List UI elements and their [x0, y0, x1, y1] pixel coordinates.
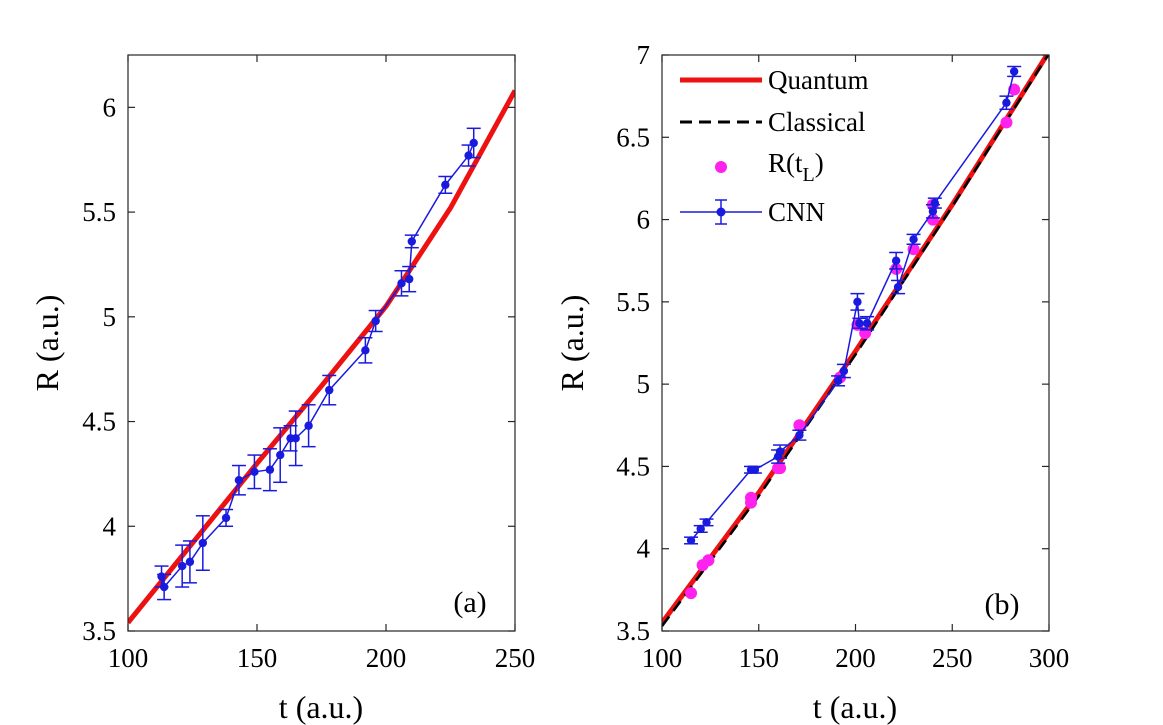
panel-b-x-axis-label: t (a.u.) — [813, 689, 897, 725]
panel-b-x-tick-label: 150 — [739, 643, 780, 673]
panel-b-y-tick-label: 7 — [637, 40, 651, 70]
panel-b-y-axis-label: R (a.u.) — [554, 295, 590, 392]
panel-a-series-cnn-point — [407, 237, 416, 246]
panel-b-series-r-t-l--point — [1000, 116, 1013, 129]
panel-a-series-cnn-point — [325, 385, 334, 395]
panel-a-x-tick-label: 250 — [495, 643, 536, 673]
panel-b-series-cnn-point — [750, 465, 760, 474]
panel-b-plot-area — [662, 55, 1049, 627]
panel-b-series-cnn-point — [686, 536, 696, 545]
panel-b-series-cnn-line — [690, 71, 1015, 541]
panel-a-series-cnn-point — [291, 434, 300, 443]
legend-quantum-label: Quantum — [768, 65, 869, 95]
panel-b-y-tick-label: 4.5 — [616, 451, 650, 481]
legend-cnn-swatch — [680, 199, 762, 225]
panel-a-x-axis-label: t (a.u.) — [279, 689, 363, 725]
panel-a: 100 150 200 250 3.5 4 4.5 5 5.5 6 (a) t (a.u.) R … — [29, 54, 535, 725]
panel-a-ticks: 100 150 200 250 3.5 4 4.5 5 5.5 6 — [82, 55, 535, 673]
panel-a-series-group — [128, 89, 515, 625]
panel-b-series-cnn-point — [893, 282, 903, 292]
panel-b-series-quantum — [662, 55, 1049, 625]
panel-b-y-tick-label: 4 — [637, 534, 651, 564]
legend-cnn-label: CNN — [768, 197, 825, 227]
panel-a-series-cnn-point — [464, 151, 473, 160]
panel-a-series-cnn-point — [159, 582, 169, 592]
legend-classical-label: Classical — [768, 107, 865, 137]
panel-b-series-cnn-point — [839, 366, 849, 376]
panel-b-series-r-t-l--point — [685, 587, 698, 600]
panel-a-series-cnn-point — [250, 467, 259, 477]
panel-a-series-cnn-point — [185, 557, 195, 567]
panel-b-y-tick-label: 5 — [637, 369, 651, 399]
panel-a-series-cnn-point — [234, 475, 244, 485]
panel-a-series-cnn-point — [304, 421, 313, 430]
panel-a-x-tick-label: 100 — [108, 643, 149, 673]
panel-b-y-tick-label: 3.5 — [616, 616, 650, 646]
panel-b-x-tick-label: 300 — [1029, 643, 1070, 673]
panel-a-y-axis-label: R (a.u.) — [29, 295, 65, 392]
panel-a-y-tick-label: 3.5 — [82, 616, 116, 646]
panel-a-y-tick-label: 4 — [103, 511, 117, 541]
panel-b: 100 150 200 250 300 3.5 4 4.5 5 5.5 6 6.5 7 (b) t (a… — [554, 40, 1069, 725]
panel-a-series-cnn-point — [265, 465, 275, 474]
panel-b-series-cnn-point — [775, 447, 785, 456]
panel-b-series-r-t-l--point — [793, 419, 806, 432]
panel-b-series-cnn-point — [853, 297, 862, 307]
panel-a-plot-area — [128, 89, 515, 625]
panel-b-series-cnn-point — [862, 319, 872, 328]
panel-a-x-tick-label: 150 — [237, 643, 278, 673]
panel-b-series-classical — [662, 55, 1049, 627]
panel-a-x-tick-label: 200 — [366, 643, 407, 673]
panel-a-axes-box — [127, 54, 516, 632]
panel-a-series-cnn-point — [469, 138, 478, 148]
panel-a-y-tick-label: 5 — [103, 302, 117, 332]
panel-b-series-cnn-point — [702, 518, 711, 527]
panel-a-series-cnn-point — [371, 316, 380, 326]
legend-rtl-label-sub: L — [803, 164, 815, 186]
panel-a-series-cnn-point — [276, 450, 285, 460]
panel-b-y-tick-label: 6.5 — [616, 122, 650, 152]
panel-b-series-cnn-point — [795, 430, 804, 440]
panel-a-series-cnn-point — [198, 538, 208, 548]
legend-rtl-label-main: R(t — [768, 148, 803, 178]
panel-a-y-tick-label: 4.5 — [82, 407, 116, 437]
legend-rtl-label: R(tL) — [768, 148, 824, 186]
panel-b-series-r-t-l--point — [774, 462, 787, 475]
panel-a-y-tick-label: 5.5 — [82, 197, 116, 227]
panel-b-ticks: 100 150 200 250 300 3.5 4 4.5 5 5.5 6 6.5 7 — [616, 40, 1069, 673]
panel-b-series-r-t-l--point — [745, 491, 758, 504]
panel-a-series-quantum — [128, 89, 515, 625]
panel-b-series-cnn-point — [891, 256, 901, 265]
panel-b-series-cnn-point — [928, 207, 938, 216]
panel-a-series-cnn-point — [441, 180, 450, 190]
panel-a-series-cnn-point — [397, 279, 406, 288]
panel-b-y-tick-label: 6 — [637, 205, 651, 235]
panel-b-series-cnn-point — [930, 198, 940, 208]
panel-a-series-cnn-point — [221, 513, 231, 523]
panel-b-y-tick-label: 5.5 — [616, 287, 650, 317]
panel-b-x-tick-label: 200 — [835, 643, 876, 673]
panel-a-y-tick-label: 6 — [103, 92, 117, 122]
panel-b-series-cnn-point — [855, 319, 864, 328]
panel-a-series-cnn-point — [361, 346, 370, 355]
panel-b-x-tick-label: 250 — [932, 643, 973, 673]
panel-b-series-cnn-point — [1002, 98, 1011, 107]
panel-b-series-group — [662, 55, 1049, 627]
legend-rtl-label-close: ) — [815, 148, 824, 178]
panel-a-series-cnn-point — [405, 274, 414, 284]
panel-b-label: (b) — [985, 588, 1020, 621]
panel-a-series-cnn-point — [177, 561, 187, 571]
panel-b-x-tick-label: 100 — [642, 643, 683, 673]
legend: Quantum Classical R(tL) CNN — [680, 65, 869, 227]
panel-b-series-cnn-point — [696, 524, 705, 534]
panel-b-series-cnn-point — [909, 235, 918, 244]
legend-rtl-swatch — [715, 161, 727, 173]
panel-b-series-cnn-point — [1009, 67, 1019, 76]
panel-a-label: (a) — [453, 586, 486, 619]
panel-b-series-cnn-point — [833, 376, 843, 386]
panel-b-series-r-t-l--point — [702, 554, 715, 567]
